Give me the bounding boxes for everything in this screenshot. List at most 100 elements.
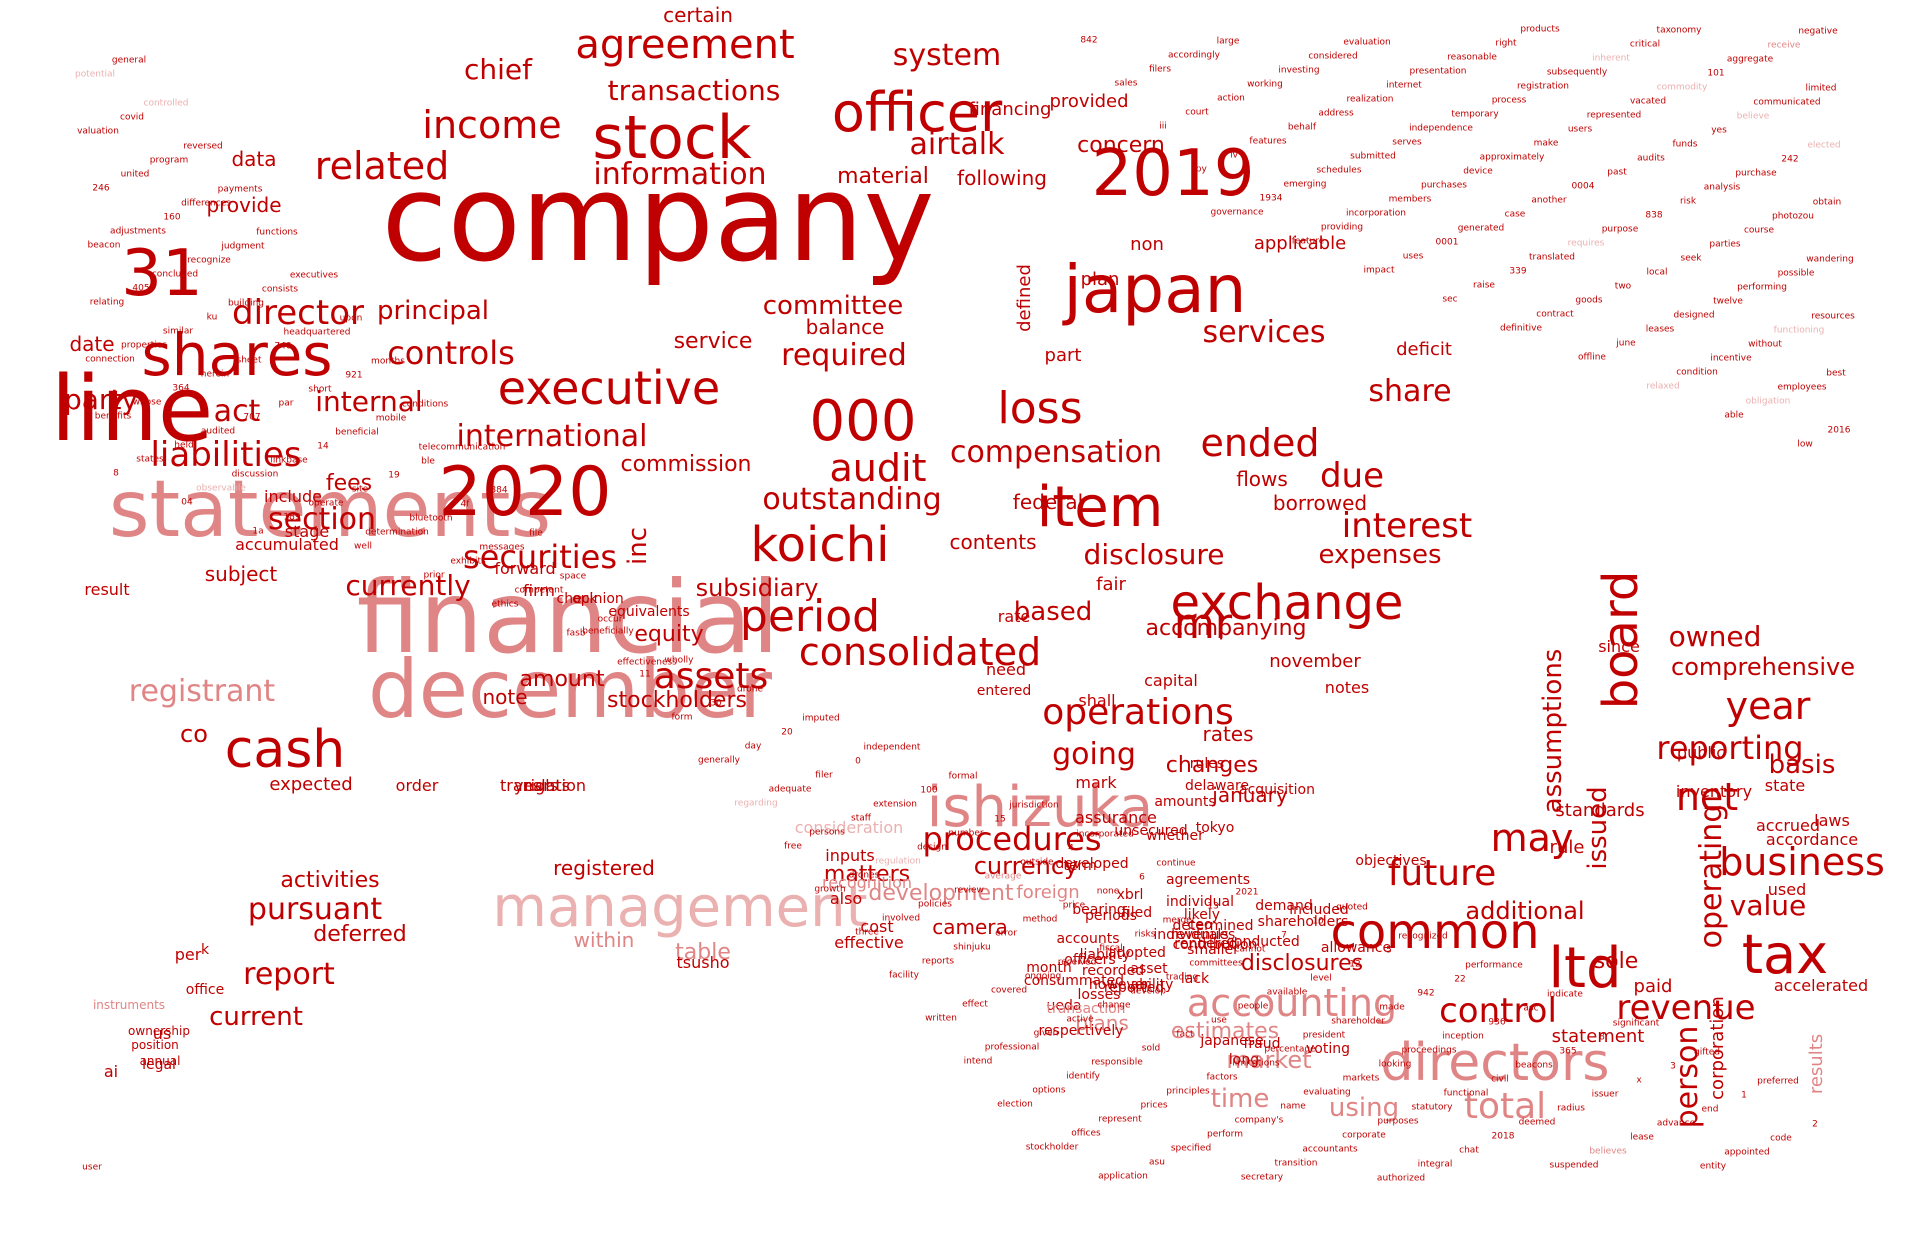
cloud-word: business xyxy=(1719,840,1885,884)
cloud-word: mobile xyxy=(375,413,407,424)
cloud-word: negative xyxy=(1798,26,1838,37)
cloud-word: delaware xyxy=(1184,778,1250,794)
cloud-word: limited xyxy=(1805,83,1837,94)
cloud-word: observable xyxy=(196,483,246,494)
cloud-word: performance xyxy=(1465,960,1523,971)
cloud-word: 2021 xyxy=(1235,887,1259,898)
cloud-word: item xyxy=(1036,475,1164,540)
cloud-word: deficit xyxy=(1396,339,1452,360)
cloud-word: using xyxy=(1328,1093,1400,1123)
cloud-word: covid xyxy=(120,112,144,123)
cloud-word: seek xyxy=(1680,253,1702,264)
cloud-word: potential xyxy=(74,69,116,80)
cloud-word: jurisdiction xyxy=(1009,800,1059,811)
cloud-word: recognition xyxy=(821,873,913,892)
cloud-word: well xyxy=(354,541,372,552)
cloud-word: sales xyxy=(1114,78,1138,89)
cloud-word: jpy xyxy=(1193,164,1207,175)
cloud-word: valuation xyxy=(77,126,119,137)
cloud-word: following xyxy=(957,166,1047,190)
cloud-word: president xyxy=(1302,1030,1346,1041)
cloud-word: reported xyxy=(1103,980,1165,996)
cloud-word: parties xyxy=(1709,239,1741,250)
cloud-word: stockholders xyxy=(607,688,747,713)
cloud-word: months xyxy=(371,356,405,367)
cloud-word: site xyxy=(351,484,369,495)
cloud-word: occur xyxy=(597,614,623,625)
cloud-word: future xyxy=(1387,853,1497,894)
cloud-word: service xyxy=(673,329,753,354)
cloud-word: name xyxy=(1280,1101,1306,1112)
cloud-word: chat xyxy=(1459,1145,1479,1156)
cloud-word: program xyxy=(149,155,189,166)
cloud-word: represent xyxy=(1098,1114,1142,1125)
cloud-word: procedures xyxy=(922,820,1102,858)
cloud-word: building xyxy=(227,298,265,309)
cloud-word: deferred xyxy=(313,922,407,947)
cloud-word: independence xyxy=(1409,123,1473,134)
cloud-word: end xyxy=(1701,1104,1719,1115)
cloud-word: non xyxy=(1130,234,1164,255)
cloud-word: defined xyxy=(1014,264,1035,332)
cloud-word: company's xyxy=(1234,1115,1284,1126)
cloud-word: controls xyxy=(387,334,515,372)
cloud-word: ongoing xyxy=(1024,971,1062,982)
cloud-word: herein xyxy=(200,369,230,380)
cloud-word: ceo xyxy=(1187,917,1213,933)
cloud-word: active xyxy=(1066,1014,1094,1025)
cloud-word: governance xyxy=(1210,207,1264,218)
cloud-word: whose xyxy=(132,397,162,408)
cloud-word: going xyxy=(1052,737,1136,772)
cloud-word: office xyxy=(185,982,225,998)
cloud-word: opinion xyxy=(572,591,624,607)
cloud-word: 2019 xyxy=(1091,137,1255,211)
cloud-word: section xyxy=(267,502,377,537)
cloud-word: lease xyxy=(1630,1132,1654,1143)
cloud-word: risk xyxy=(1679,196,1697,207)
cloud-word: 13 xyxy=(1207,901,1219,912)
cloud-word: consolidated xyxy=(798,630,1042,674)
cloud-word: 31 xyxy=(121,237,203,311)
cloud-word: serves xyxy=(1392,137,1422,148)
cloud-word: staff xyxy=(851,813,871,824)
cloud-word: since xyxy=(1598,637,1640,656)
cloud-word: secretary xyxy=(1240,1172,1284,1183)
cloud-word: offline xyxy=(1578,352,1606,363)
cloud-word: professional xyxy=(984,1042,1040,1053)
cloud-word: photozou xyxy=(1772,211,1814,222)
cloud-word: 04 xyxy=(181,497,193,508)
cloud-word: compensation xyxy=(949,435,1163,470)
cloud-word: tax xyxy=(1741,923,1829,986)
cloud-word: properties xyxy=(121,340,167,351)
cloud-word: receive xyxy=(1767,40,1801,51)
cloud-word: reasonable xyxy=(1447,52,1497,63)
cloud-word: provided xyxy=(1049,91,1129,112)
cloud-word: believes xyxy=(1589,1146,1627,1157)
cloud-word: 8 xyxy=(113,468,119,479)
cloud-word: provide xyxy=(206,193,282,217)
cloud-word: determination xyxy=(365,527,429,538)
cloud-word: ishizuka xyxy=(926,775,1154,840)
cloud-word: effect xyxy=(962,999,988,1010)
cloud-word: periods xyxy=(1085,908,1137,924)
cloud-word: extension xyxy=(873,799,917,810)
cloud-word: significant xyxy=(1612,1018,1660,1029)
cloud-word: koichi xyxy=(750,517,890,573)
cloud-word: form xyxy=(671,712,693,723)
cloud-word: reports xyxy=(921,956,955,967)
cloud-word: tokyo xyxy=(1195,820,1235,836)
cloud-word: within xyxy=(573,928,635,952)
cloud-word: required xyxy=(781,338,907,373)
cloud-word: imputed xyxy=(802,713,840,724)
cloud-word: yes xyxy=(1711,125,1727,136)
cloud-word: method xyxy=(1022,914,1058,925)
cloud-word: another xyxy=(1531,195,1567,206)
cloud-word: basis xyxy=(1768,750,1836,780)
cloud-word: aggregate xyxy=(1726,54,1774,65)
cloud-word: purchase xyxy=(1735,168,1777,179)
cloud-word: expected xyxy=(269,774,353,795)
cloud-word: registration xyxy=(1517,81,1569,92)
cloud-word: rendered xyxy=(1174,936,1238,952)
cloud-word: pursuant xyxy=(247,892,383,927)
cloud-word: rates xyxy=(1202,722,1254,746)
